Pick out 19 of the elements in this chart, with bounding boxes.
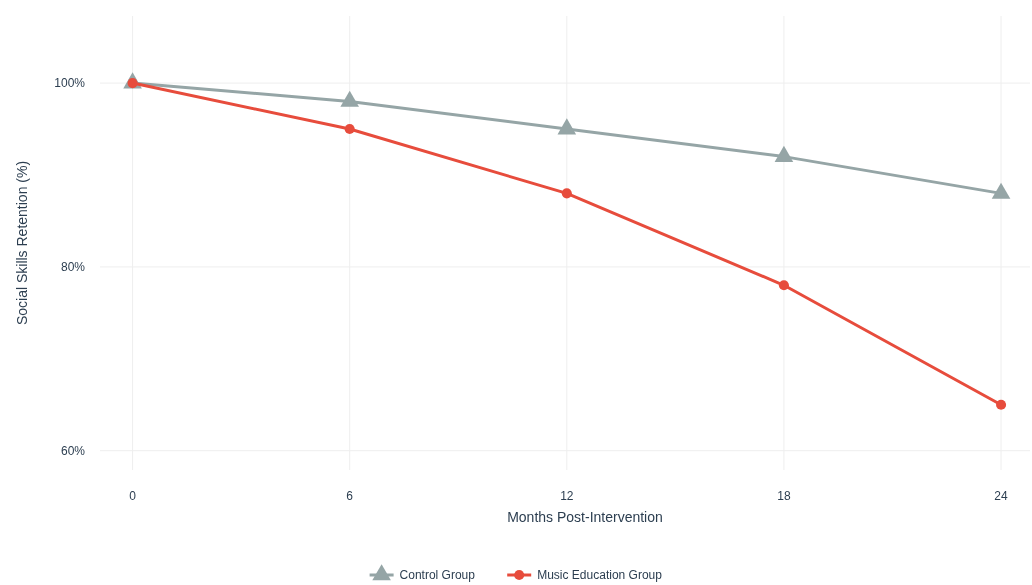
- x-tick-label: 6: [346, 489, 354, 503]
- y-tick-label: 100%: [54, 76, 86, 91]
- point: [561, 188, 572, 199]
- point: [774, 145, 794, 162]
- y-tick-label: 60%: [60, 443, 86, 458]
- x-axis-title: Months Post-Intervention: [507, 509, 663, 525]
- legend-label: Music Education Group: [537, 568, 663, 582]
- x-tick-label: 24: [994, 489, 1009, 503]
- x-tick-label: 12: [560, 489, 574, 503]
- point: [996, 399, 1007, 410]
- y-axis-title: Social Skills Retention (%): [14, 160, 30, 326]
- y-tick-label: 80%: [60, 259, 86, 274]
- point: [778, 280, 789, 291]
- x-tick-label: 0: [129, 489, 137, 503]
- point: [340, 90, 359, 107]
- legend-label: Control Group: [399, 568, 476, 582]
- point: [991, 182, 1011, 199]
- point: [557, 118, 577, 135]
- x-tick-label: 18: [777, 489, 791, 503]
